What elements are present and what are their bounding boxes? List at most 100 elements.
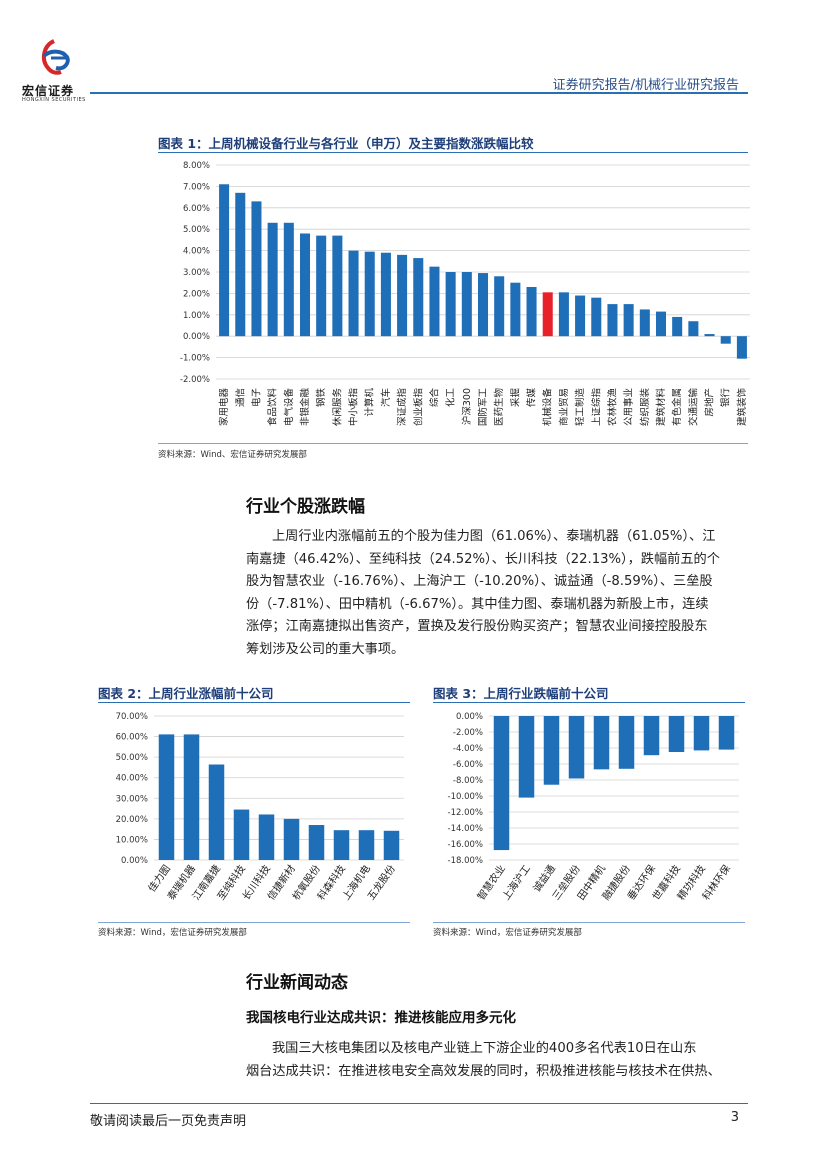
paragraph-line: 我国三大核电集团以及核电产业链上下游企业的400多名代表10日在山东 [272,1041,697,1056]
bar [445,272,456,337]
bar [158,734,175,860]
bar [736,336,747,359]
x-category-label: 轻工制造 [574,388,586,427]
x-category-label: 上证综指 [590,388,602,427]
header-rule [90,92,748,94]
x-category-label: 建筑装饰 [736,388,748,426]
x-category-label: 通信 [234,388,246,407]
paragraph-line: 份（-7.81%）、田中精机（-6.67%）。其中佳力图、泰瑞机器为新股上市，连… [246,596,709,612]
x-category-label: 农林牧渔 [606,388,618,427]
y-tick-label: -8.00% [453,776,483,786]
y-tick-label: 4.00% [183,247,210,257]
y-tick-label: 0.00% [456,712,483,722]
bar [183,734,200,860]
bar [493,716,510,851]
footer-disclaimer: 敬请阅读最后一页免责声明 [90,1114,247,1129]
bar [526,286,537,337]
y-tick-label: 10.00% [116,835,148,845]
bar [643,716,660,756]
bar [461,272,472,337]
x-category-label: 综合 [428,388,440,408]
y-tick-label: -6.00% [453,760,483,770]
x-category-label: 佳力图 [145,862,173,894]
x-category-label: 商业贸易 [558,388,570,426]
y-tick-label: 70.00% [116,712,148,722]
x-category-label: 银行 [720,388,732,408]
brand-subtitle: HONGXIN SECURITIES [22,97,86,103]
y-tick-label: 0.00% [183,332,210,342]
bar [593,716,610,770]
x-category-label: 房地产 [704,388,716,417]
x-category-label: 国防军工 [477,388,489,427]
bar [267,222,278,337]
x-category-label: 休闲服务 [331,388,343,427]
bar [672,316,683,337]
bar [693,716,710,751]
x-category-label: 机械设备 [542,388,554,427]
figure3-title: 图表 3：上周行业跌幅前十公司 [433,686,609,701]
y-tick-label: 30.00% [116,794,148,804]
x-category-label: 电气设备 [283,388,295,427]
x-category-label: 交通运输 [687,388,699,427]
bar [219,184,230,337]
bar [358,830,375,860]
bar [591,297,602,337]
y-tick-label: 40.00% [116,774,148,784]
y-tick-label: -14.00% [448,824,483,834]
y-tick-label: -2.00% [180,375,210,385]
y-tick-label: -1.00% [180,354,210,364]
figure1-title: 图表 1：上周机械设备行业与各行业（申万）及主要指数涨跌幅比较 [158,136,534,151]
figure3-bottom-rule [433,922,745,923]
x-category-label: 家用电器 [218,388,230,427]
bar [542,292,553,337]
bar [558,292,569,337]
bar [308,825,325,860]
bar [704,334,715,337]
y-tick-label: 60.00% [116,733,148,743]
y-tick-label: 5.00% [183,225,210,235]
bar [510,282,521,337]
y-tick-label: 7.00% [183,182,210,192]
y-tick-label: -2.00% [453,728,483,738]
logo [36,38,72,80]
paragraph-line: 股为智慧农业（-16.76%）、上海沪工（-10.20%）、诚益通（-8.59%… [246,574,713,589]
figure2-source: 资料来源：Wind，宏信证券研究发展部 [98,928,247,938]
bar [618,716,635,769]
y-tick-label: 1.00% [183,311,210,321]
y-tick-label: 2.00% [183,289,210,299]
bar [575,295,586,337]
logo-mark-icon [41,39,70,75]
x-category-label: 采掘 [509,388,521,407]
figure2-rule [98,702,410,703]
bar [668,716,685,752]
figure2-chart: 0.00% 10.00% 20.00% 30.00% 40.00% 50.00% 60.00… [116,712,404,902]
bar [718,716,735,750]
bar [688,321,699,337]
x-category-label: 传媒 [526,388,538,408]
figure3-chart: -18.00% -16.00% -14.00% -12.00% -10.00% -8.00… [448,712,739,902]
figure2-bottom-rule [98,922,410,923]
x-category-label: 电子 [250,388,262,408]
y-tick-label: 0.00% [121,856,148,866]
y-tick-label: 3.00% [183,268,210,278]
x-category-label: 沪深300 [461,388,473,425]
section1-title: 行业个股涨跌幅 [246,497,365,517]
bar [283,818,300,860]
x-category-label: 化工 [445,388,457,408]
x-category-label: 食品饮料 [267,388,279,427]
paragraph-line: 筹划涉及公司的重大事项。 [246,641,405,657]
figure1-rule [158,152,748,153]
x-category-label: 公用事业 [623,388,635,426]
report-type: 证券研究报告/机械行业研究报告 [552,78,739,93]
bar [258,814,275,860]
paragraph-line: 烟台达成共识：在推进核电安全高效发展的同时，积极推进核能与核技术在供热、 [246,1063,721,1079]
section2-paragraph: 我国三大核电集团以及核电产业链上下游企业的400多名代表10日在山东烟台达成共识… [246,1038,756,1083]
bar [477,273,489,337]
bar [607,304,618,337]
bar [568,716,585,779]
paragraph-line: 涨停；江南嘉捷拟出售资产，置换及发行股份购买资产；智慧农业间接控股股东 [246,619,708,634]
bar [397,254,408,337]
bar [623,304,634,337]
x-category-label: 诚益通 [530,862,558,894]
figure1-bottom-rule [158,443,748,444]
